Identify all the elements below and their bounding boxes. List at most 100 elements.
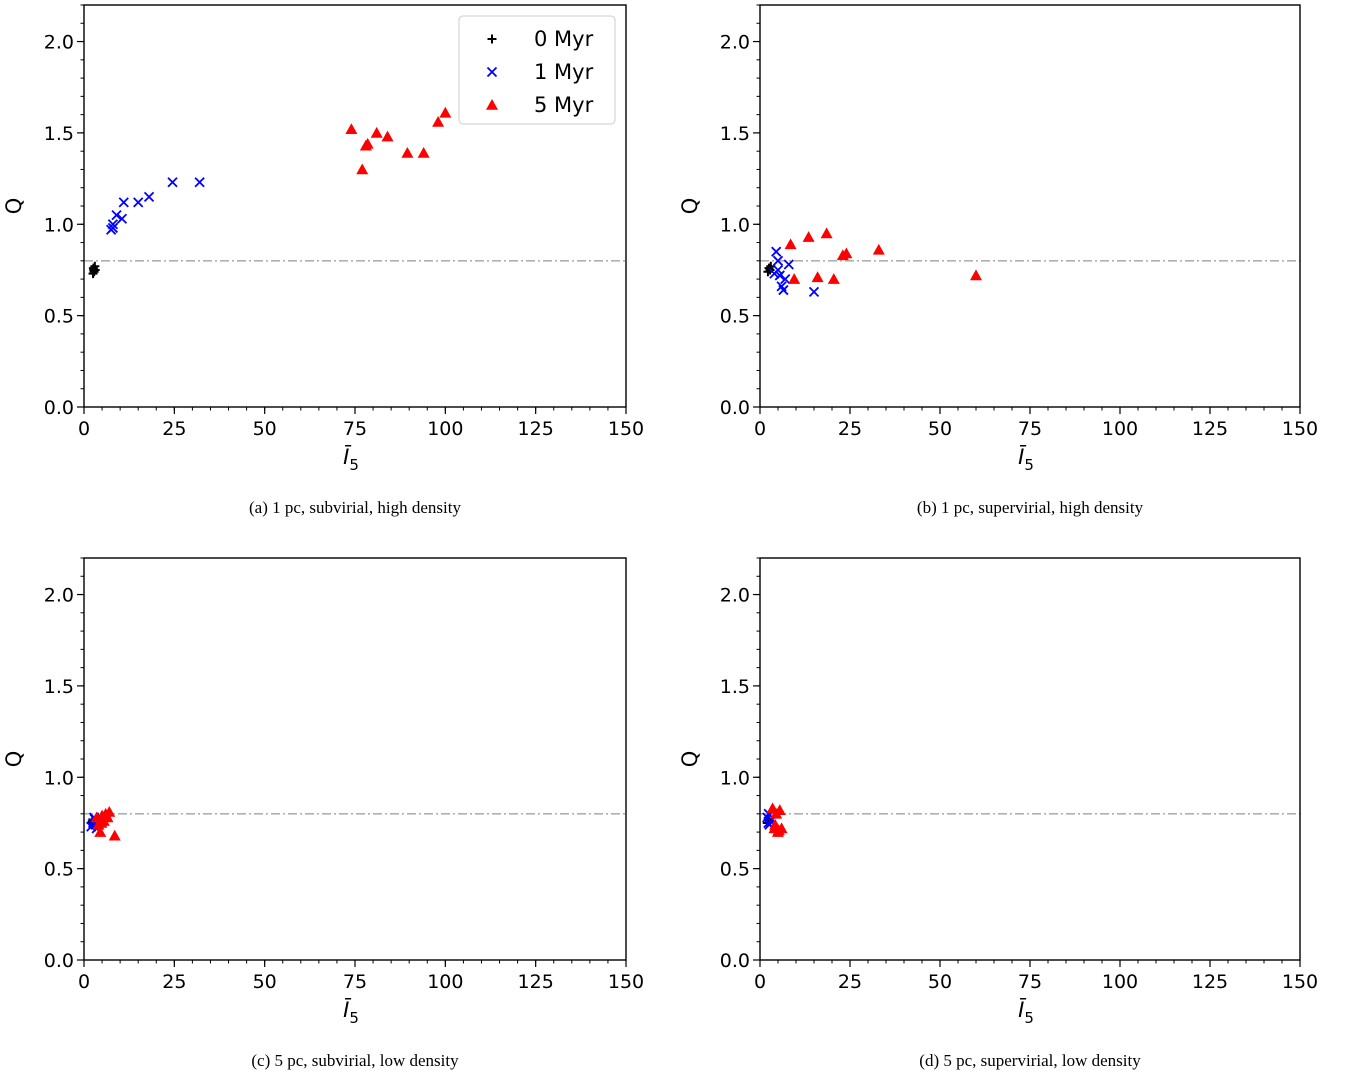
x-axis-label: Ī5	[1018, 445, 1034, 474]
x-axis-label-main: Ī	[1018, 998, 1027, 1022]
y-tick-label: 0.0	[720, 397, 750, 419]
x-tick-label: 100	[427, 971, 463, 993]
x-tick-label: 75	[1018, 418, 1042, 440]
data-point	[772, 264, 784, 276]
legend-marker	[486, 66, 498, 78]
x-tick-label: 25	[838, 971, 862, 993]
x-tick-label: 150	[1282, 418, 1318, 440]
y-tick-label: 0.5	[44, 306, 74, 328]
y-axis-label: Q	[2, 198, 26, 215]
data-point	[772, 255, 784, 266]
y-tick-label: 1.5	[44, 123, 74, 145]
data-point	[417, 147, 430, 158]
x-axis-label: Ī5	[343, 445, 359, 474]
data-point	[773, 804, 786, 815]
data-point	[108, 829, 121, 841]
data-point	[95, 816, 108, 828]
data-point	[103, 805, 116, 817]
x-axis-label-main: Ī	[1018, 445, 1027, 469]
data-point	[401, 147, 414, 158]
y-tick-label: 0.0	[720, 950, 750, 972]
series-5-myr	[345, 106, 452, 175]
data-point	[107, 219, 119, 230]
data-point	[89, 267, 99, 277]
legend-entry-label: 1 Myr	[534, 60, 594, 84]
data-point	[118, 197, 129, 208]
data-point	[820, 227, 833, 239]
y-tick-label: 0.0	[44, 950, 74, 972]
data-point	[778, 284, 789, 296]
series-0-myr	[88, 261, 100, 279]
legend-marker	[486, 99, 498, 110]
legend-entry-label: 0 Myr	[534, 27, 594, 51]
x-tick-label: 0	[754, 418, 766, 440]
series-1-myr	[105, 177, 205, 235]
x-tick-label: 100	[427, 418, 463, 440]
x-tick-label: 125	[518, 418, 554, 440]
y-tick-label: 1.5	[720, 676, 750, 698]
x-tick-label: 50	[928, 418, 952, 440]
y-tick-label: 0.5	[720, 859, 750, 881]
x-tick-label: 125	[518, 971, 554, 993]
data-point	[94, 826, 107, 837]
y-tick-label: 2.0	[44, 585, 74, 607]
data-point	[111, 209, 122, 221]
x-tick-label: 100	[1102, 971, 1138, 993]
series-5-myr	[784, 227, 982, 284]
data-point	[167, 177, 178, 188]
data-point	[827, 273, 840, 284]
data-point	[439, 106, 452, 118]
y-tick-label: 2.0	[44, 32, 74, 54]
x-axis-label-subscript: 5	[1024, 1009, 1034, 1027]
y-tick-label: 0.5	[720, 306, 750, 328]
x-tick-label: 75	[343, 418, 367, 440]
x-tick-label: 150	[1282, 971, 1318, 993]
y-tick-label: 0.5	[44, 859, 74, 881]
y-axis-label: Q	[678, 198, 702, 215]
y-tick-label: 1.0	[720, 214, 750, 236]
plot-frame	[83, 557, 627, 961]
panel-caption: (d) 5 pc, supervirial, low density	[919, 1051, 1141, 1070]
x-tick-label: 100	[1102, 418, 1138, 440]
data-point	[101, 811, 114, 823]
series-5-myr	[766, 802, 788, 837]
series-1-myr	[769, 246, 820, 298]
x-axis-label-subscript: 5	[349, 1009, 359, 1027]
x-axis-label: Ī5	[1018, 998, 1034, 1027]
chart-panel-a: 0 25 50 75 100 125 150 0.0 0.5 1.0 1.5 2.0 Ī5 Q 0 Myr 1…	[2, 4, 644, 517]
x-axis-label-main: Ī	[343, 998, 352, 1022]
chart-panel-d: 0 25 50 75 100 125 150 0.0 0.5 1.0 1.5 2.0 Ī5 Q (d) 5 …	[678, 557, 1318, 1070]
data-point	[772, 824, 785, 836]
x-tick-label: 75	[1018, 971, 1042, 993]
y-tick-label: 1.0	[720, 767, 750, 789]
data-point	[774, 270, 785, 281]
data-point	[356, 163, 369, 175]
data-point	[872, 243, 885, 255]
x-tick-label: 0	[78, 418, 90, 440]
x-tick-label: 150	[608, 418, 644, 440]
x-tick-label: 0	[78, 971, 90, 993]
x-axis-label: Ī5	[343, 998, 359, 1027]
x-tick-label: 75	[343, 971, 367, 993]
x-tick-label: 25	[162, 971, 186, 993]
data-point	[361, 137, 374, 149]
y-axis-label: Q	[678, 751, 702, 768]
plot-frame	[759, 4, 1301, 408]
data-point	[133, 197, 144, 208]
x-tick-label: 50	[253, 971, 277, 993]
plot-frame	[83, 4, 627, 408]
data-point	[771, 246, 782, 257]
data-point	[143, 191, 155, 203]
x-tick-label: 25	[838, 418, 862, 440]
data-point	[970, 269, 982, 281]
panel-caption: (c) 5 pc, subvirial, low density	[251, 1051, 459, 1070]
data-point	[432, 115, 445, 127]
data-point	[811, 271, 824, 283]
y-tick-label: 1.0	[44, 767, 74, 789]
x-tick-label: 25	[162, 418, 186, 440]
plot-frame	[759, 557, 1301, 961]
series-5-myr	[90, 805, 121, 841]
data-point	[764, 263, 774, 273]
